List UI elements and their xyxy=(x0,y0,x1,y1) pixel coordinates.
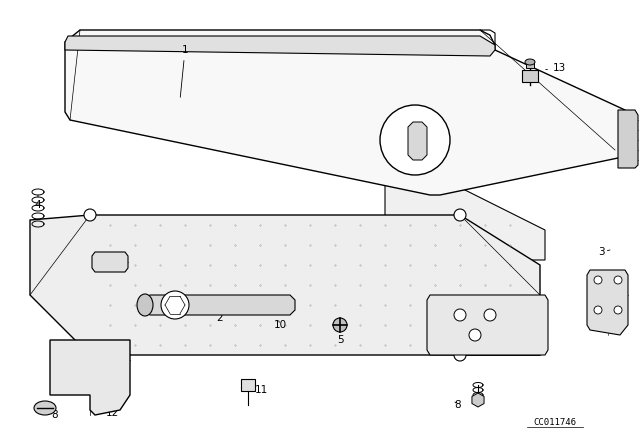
Polygon shape xyxy=(587,270,628,335)
Circle shape xyxy=(454,309,466,321)
Text: 9: 9 xyxy=(492,343,499,353)
Polygon shape xyxy=(65,30,625,195)
Ellipse shape xyxy=(333,318,347,332)
Text: 11: 11 xyxy=(248,385,268,395)
Text: CC011746: CC011746 xyxy=(534,418,577,426)
Bar xyxy=(241,379,255,391)
Text: 8: 8 xyxy=(454,400,461,410)
Polygon shape xyxy=(480,30,495,45)
Text: 5: 5 xyxy=(337,328,343,345)
Polygon shape xyxy=(65,36,495,56)
Polygon shape xyxy=(385,185,545,260)
Circle shape xyxy=(594,276,602,284)
Polygon shape xyxy=(50,340,130,415)
Polygon shape xyxy=(427,295,548,355)
Circle shape xyxy=(380,105,450,175)
Text: 8: 8 xyxy=(45,410,58,420)
Bar xyxy=(522,70,538,82)
Circle shape xyxy=(614,306,622,314)
Text: 9: 9 xyxy=(93,252,100,262)
Circle shape xyxy=(469,329,481,341)
Circle shape xyxy=(454,209,466,221)
Text: 2: 2 xyxy=(215,308,223,323)
Circle shape xyxy=(161,291,189,319)
Ellipse shape xyxy=(137,294,153,316)
Circle shape xyxy=(614,276,622,284)
Text: 12: 12 xyxy=(106,408,118,418)
Polygon shape xyxy=(145,295,295,315)
Ellipse shape xyxy=(525,59,535,65)
Polygon shape xyxy=(472,393,484,407)
Polygon shape xyxy=(92,252,128,272)
Circle shape xyxy=(84,349,96,361)
Polygon shape xyxy=(618,110,638,168)
Ellipse shape xyxy=(34,401,56,415)
Text: 13: 13 xyxy=(546,63,566,73)
Polygon shape xyxy=(30,215,540,355)
Bar xyxy=(526,60,534,68)
Text: 3: 3 xyxy=(598,247,610,257)
Circle shape xyxy=(594,306,602,314)
Text: 6: 6 xyxy=(491,317,504,327)
Circle shape xyxy=(484,309,496,321)
Circle shape xyxy=(454,349,466,361)
Circle shape xyxy=(84,209,96,221)
Text: 7: 7 xyxy=(593,288,607,298)
Polygon shape xyxy=(408,122,427,160)
Text: 1: 1 xyxy=(180,45,188,97)
Text: 10: 10 xyxy=(273,320,287,330)
Text: 4: 4 xyxy=(35,195,42,210)
